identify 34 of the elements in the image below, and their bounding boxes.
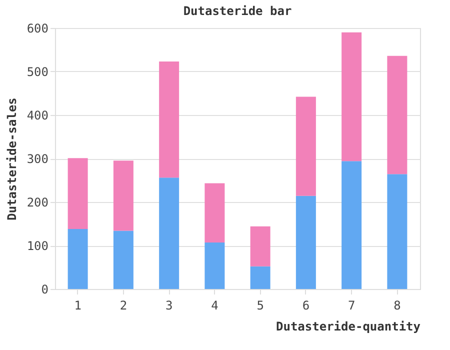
bar [250, 266, 270, 289]
x-tick-label: 5 [256, 298, 264, 312]
x-axis-title: Dutasteride-quantity [276, 320, 420, 334]
bar [342, 161, 362, 289]
y-tick-label: 0 [41, 282, 48, 296]
bar [68, 158, 88, 229]
bar [68, 228, 88, 289]
bar [113, 230, 134, 289]
bar [387, 174, 408, 289]
y-tick-label: 200 [26, 196, 48, 210]
y-tick-label: 300 [26, 152, 48, 166]
bar [204, 242, 225, 289]
y-tick-label: 400 [26, 108, 48, 122]
bar [296, 196, 316, 289]
bar [113, 160, 134, 231]
x-tick-label: 8 [394, 298, 401, 312]
bar [387, 56, 408, 174]
x-tick-label: 3 [165, 298, 173, 312]
x-tick-label: 1 [74, 298, 82, 312]
bar [296, 96, 316, 196]
bar [204, 183, 225, 242]
y-axis-title: Dutasteride-sales [4, 98, 19, 220]
x-tick-label: 6 [302, 298, 310, 312]
bar [159, 61, 180, 178]
x-tick-label: 2 [120, 298, 128, 312]
y-tick-label: 500 [26, 65, 48, 79]
x-tick-label: 4 [211, 298, 218, 312]
x-tick-label: 7 [348, 298, 356, 312]
bar [159, 178, 180, 289]
y-tick-label: 600 [26, 22, 48, 36]
chart-title: Dutasteride bar [183, 4, 292, 18]
y-tick-label: 100 [26, 239, 48, 253]
bar [250, 226, 270, 266]
bar [342, 32, 362, 162]
